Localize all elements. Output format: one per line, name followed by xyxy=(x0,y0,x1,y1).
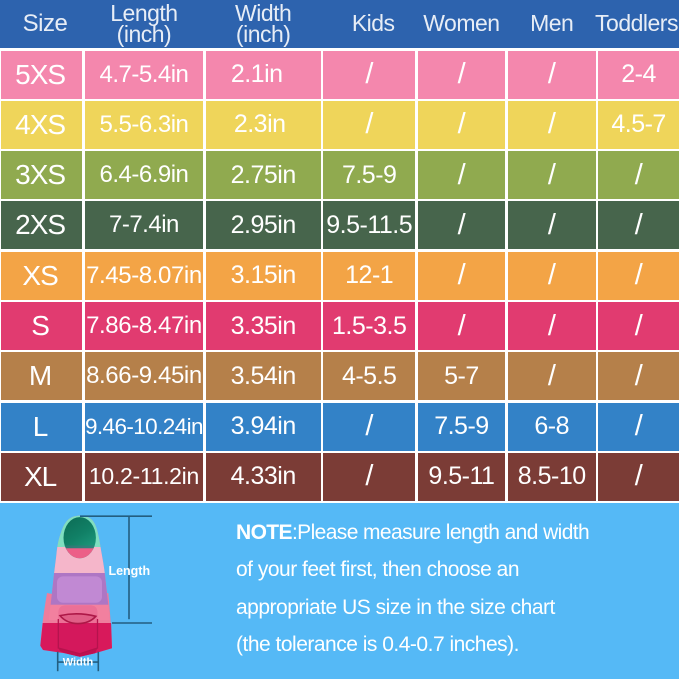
svg-text:Length: Length xyxy=(108,564,150,578)
svg-text:Width: Width xyxy=(63,657,94,669)
